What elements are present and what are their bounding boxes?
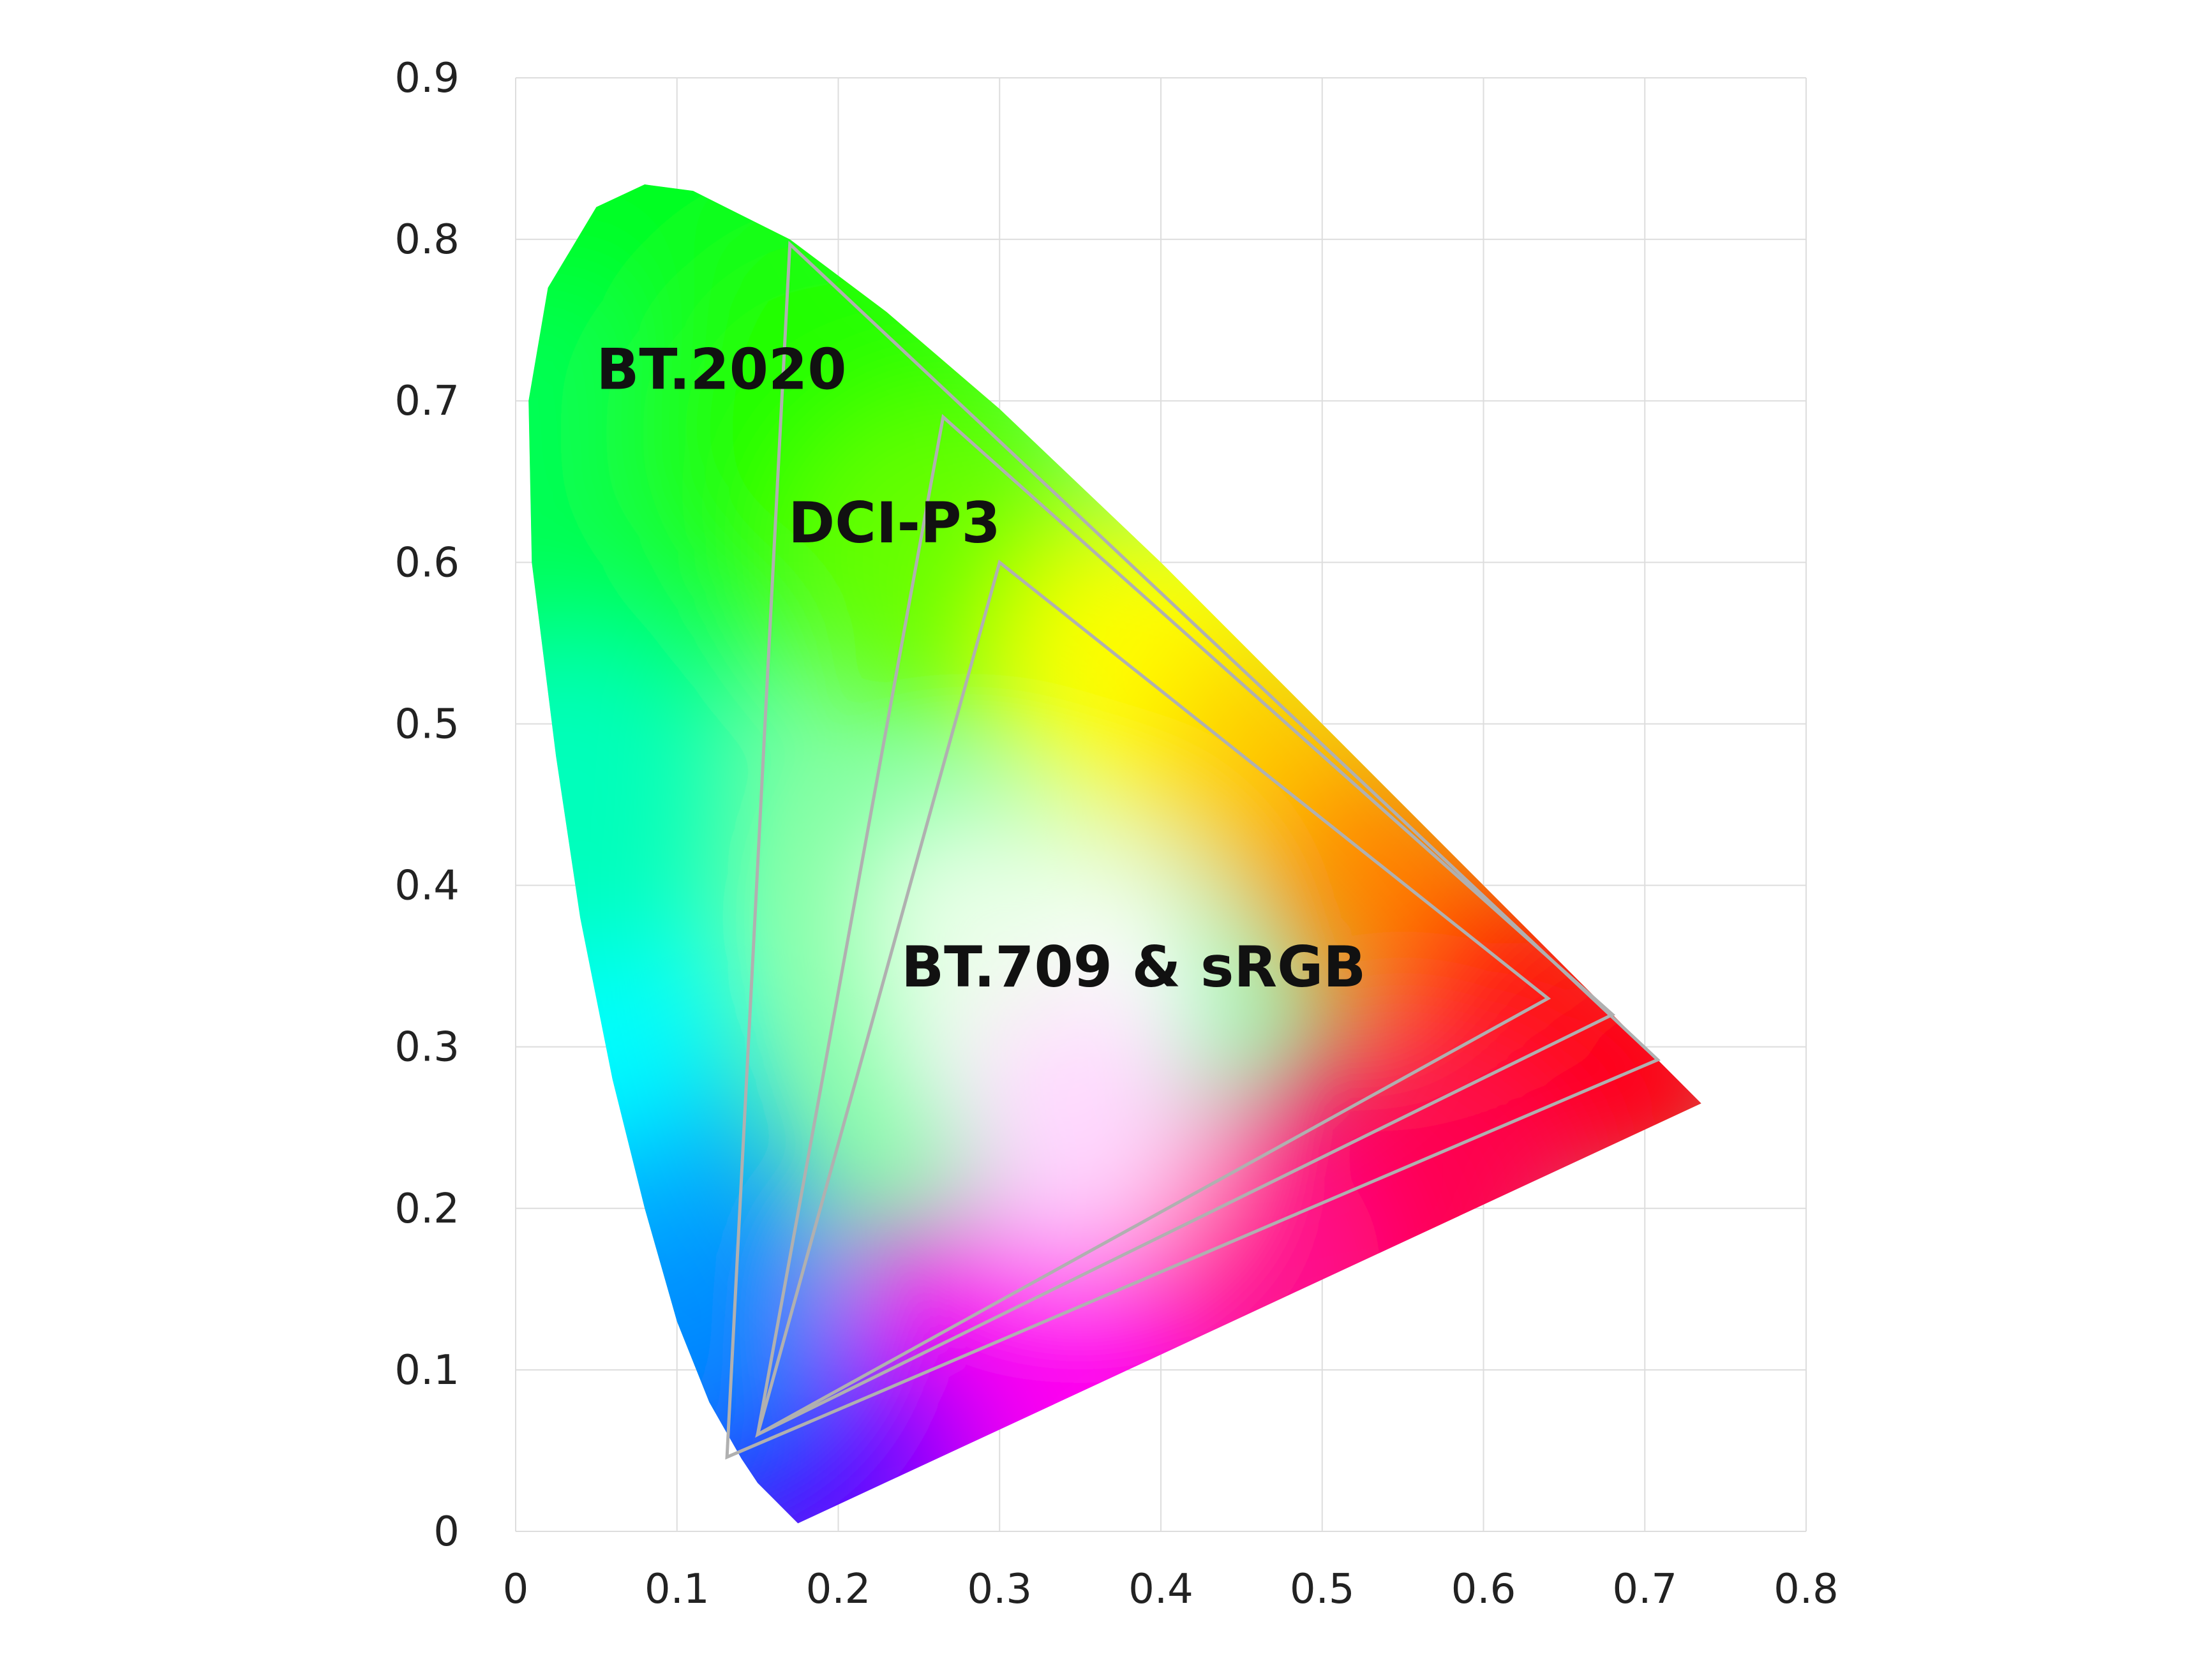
y-tick-label: 0.6 — [394, 539, 460, 586]
spectral-locus — [528, 184, 1701, 1524]
y-tick-label: 0.8 — [394, 216, 460, 264]
y-tick-label: 0.2 — [394, 1186, 460, 1233]
y-tick-label: 0.4 — [394, 863, 460, 910]
locus-color-fill — [528, 184, 1701, 1524]
x-tick-label: 0.1 — [645, 1566, 710, 1613]
gamut-label: DCI-P3 — [788, 490, 1001, 556]
gamut-label: BT.709 & sRGB — [901, 934, 1366, 1000]
gamut-label: BT.2020 — [596, 337, 846, 403]
y-tick-label: 0.9 — [394, 55, 460, 102]
gamut-triangle-bt-709-srgb — [755, 560, 1551, 1438]
gamut-labels: BT.2020 DCI-P3 BT.709 & sRGB — [596, 337, 1366, 1001]
gamut-triangle-bt-2020 — [725, 241, 1661, 1460]
x-tick-label: 0.4 — [1128, 1566, 1193, 1613]
gamut-triangles — [725, 241, 1661, 1460]
y-tick-label: 0.3 — [394, 1024, 460, 1071]
x-tick-label: 0.6 — [1451, 1566, 1516, 1613]
y-tick-label: 0.5 — [394, 701, 460, 748]
y-tick-label: 0.1 — [394, 1347, 460, 1394]
x-tick-label: 0.2 — [806, 1566, 871, 1613]
x-tick-label: 0.7 — [1612, 1566, 1677, 1613]
x-tick-label: 0.5 — [1290, 1566, 1355, 1613]
axis-tick-labels: 0 0.1 0.2 0.3 0.4 0.5 0.6 0.7 0.8 0 0.1 0.2 0.3 0.4 0.… — [394, 55, 1839, 1613]
x-tick-label: 0 — [503, 1566, 529, 1613]
x-tick-label: 0.3 — [967, 1566, 1032, 1613]
gamut-triangle-dci-p3 — [755, 413, 1616, 1438]
y-tick-label: 0.7 — [394, 378, 460, 425]
y-tick-label: 0 — [433, 1508, 460, 1556]
x-tick-label: 0.8 — [1774, 1566, 1839, 1613]
